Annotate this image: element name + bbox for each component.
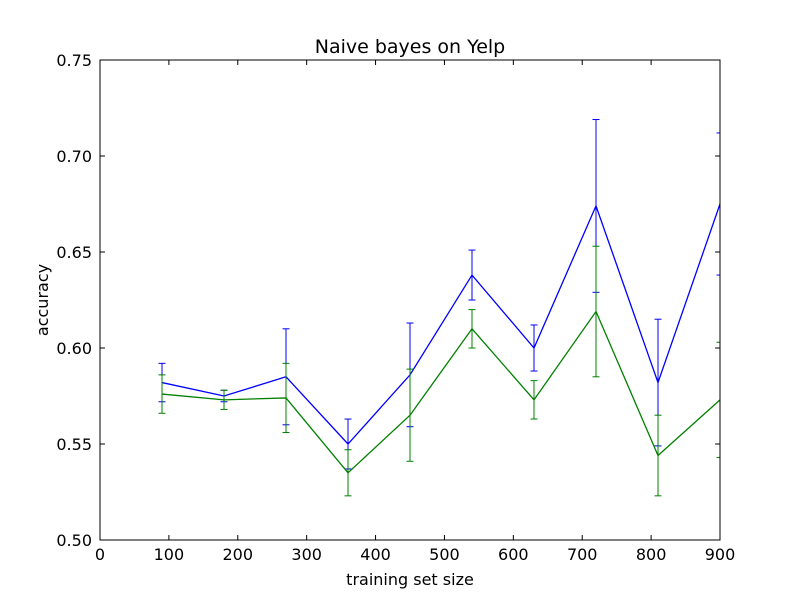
series-2-line xyxy=(161,310,720,474)
x-tick-label: 700 xyxy=(567,545,598,564)
y-tick-label: 0.70 xyxy=(56,147,92,166)
x-tick-label: 0 xyxy=(95,545,105,564)
plot-area: 0 100 200 300 400 500 600 700 800 900 0.50 0.55 0.60… xyxy=(56,51,735,564)
x-tick-label: 300 xyxy=(291,545,322,564)
x-tick-label: 600 xyxy=(498,545,529,564)
chart-title: Naive bayes on Yelp xyxy=(315,36,506,58)
y-tick-label: 0.65 xyxy=(56,243,92,262)
series-1-line xyxy=(161,203,720,445)
x-axis-label: training set size xyxy=(346,570,474,589)
x-tick-label: 100 xyxy=(154,545,185,564)
series-group xyxy=(158,119,720,497)
x-tick-label: 800 xyxy=(636,545,667,564)
x-tick-label: 500 xyxy=(429,545,460,564)
y-tick-label: 0.50 xyxy=(56,531,92,550)
y-tick-label: 0.75 xyxy=(56,51,92,70)
x-tick-label: 200 xyxy=(223,545,254,564)
y-tick-label: 0.60 xyxy=(56,339,92,358)
y-axis-label: accuracy xyxy=(33,264,52,336)
x-tick-label: 400 xyxy=(360,545,391,564)
y-tick-label: 0.55 xyxy=(56,435,92,454)
plot-frame xyxy=(99,59,721,541)
x-tick-label: 900 xyxy=(705,545,736,564)
